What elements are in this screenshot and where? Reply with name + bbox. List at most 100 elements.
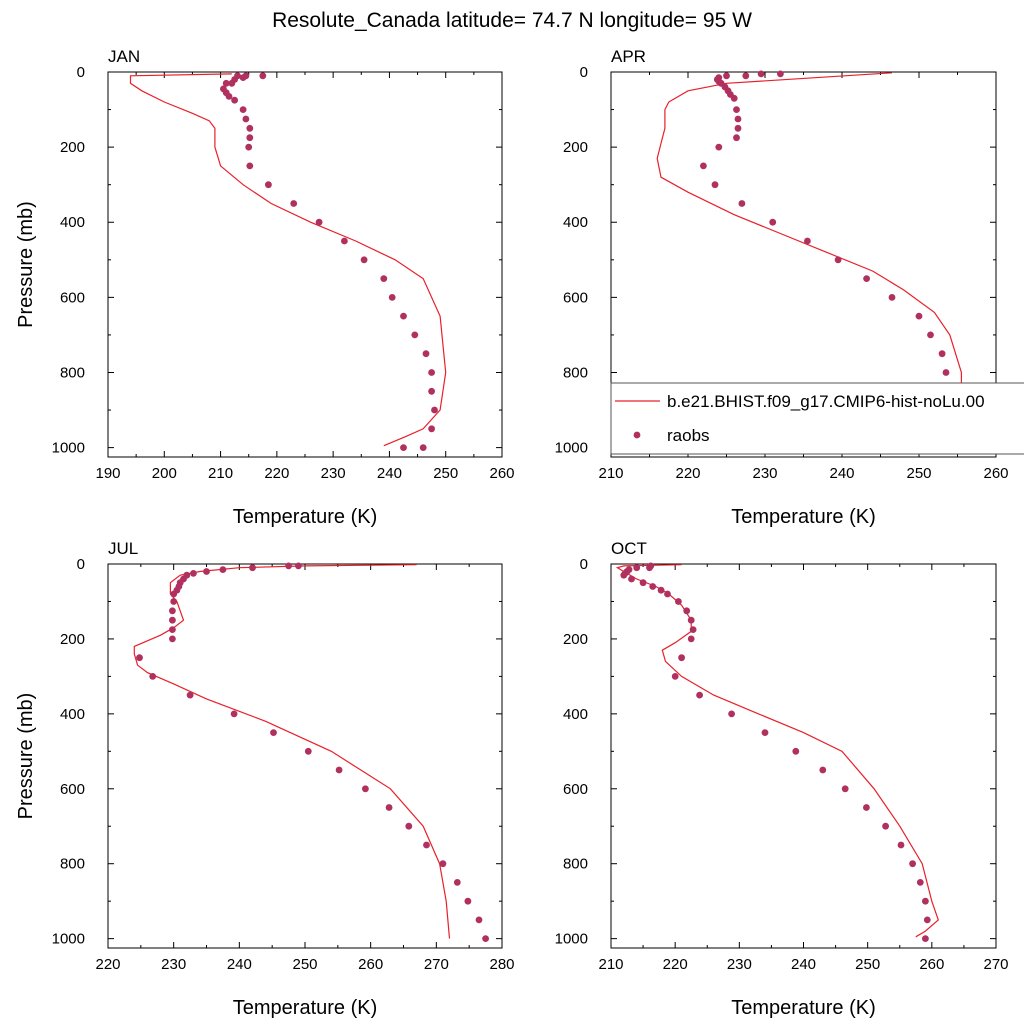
panel-oct: OCT 210 220 230 240 250 260 270 0 200 400 600 800 100… [555,539,1009,1019]
obs-point [942,369,950,376]
obs-point [792,747,800,755]
obs-point [246,134,254,142]
panel-jan: JAN 190 200 210 220 230 240 250 260 0 200 400 600 800… [15,47,515,528]
obs-point [439,860,447,868]
obs-point [916,879,924,886]
obs-point [222,79,230,87]
obs-point [683,607,691,615]
x-tick-label: 230 [752,465,777,482]
y-tick-label: 600 [563,289,588,306]
x-tick-label: 250 [855,956,880,973]
y-tick-label: 200 [60,139,85,156]
obs-point [428,369,435,376]
x-tick-label: 250 [906,465,931,482]
obs-point [675,598,682,605]
obs-point [285,562,292,570]
obs-point [742,72,750,80]
obs-point [923,916,931,924]
x-axis-title: Temperature (K) [731,506,876,528]
y-axis-title: Pressure (mb) [15,201,37,328]
plot-frame [610,563,997,949]
x-tick-label: 260 [358,956,383,973]
obs-point [385,804,393,811]
obs-point [678,654,685,662]
obs-point [689,626,697,633]
obs-point [335,766,343,774]
x-tick-label: 230 [161,956,186,973]
obs-point [927,331,934,339]
obs-point [225,93,233,100]
obs-point [888,294,896,301]
x-tick-label: 220 [663,956,688,973]
obs-point [228,79,236,87]
obs-point [761,729,769,736]
obs-point [646,564,653,572]
x-tick-label: 220 [264,465,289,482]
y-tick-label: 800 [60,364,85,381]
obs-point [230,710,238,718]
obs-point [259,72,267,80]
obs-point [922,935,929,942]
obs-point [231,96,239,104]
obs-point [482,935,489,942]
x-tick-label: 220 [95,956,120,973]
obs-point [186,691,194,699]
obs-point [938,350,946,358]
obs-point [400,312,407,320]
obs-point [431,406,438,414]
x-tick-label: 260 [489,465,514,482]
obs-point [657,586,665,594]
model-line [656,72,963,449]
x-tick-label: 240 [791,956,816,973]
obs-point [475,916,483,924]
obs-point [239,74,247,81]
x-tick-label: 260 [919,956,944,973]
obs-point [428,425,435,433]
y-tick-label: 600 [60,781,85,798]
obs-point [242,115,250,123]
y-tick-label: 1000 [52,931,85,948]
obs-point [909,860,916,868]
obs-point [819,766,827,774]
obs-point [290,200,298,207]
y-tick-label: 0 [580,556,588,573]
x-tick-label: 230 [321,465,346,482]
y-tick-label: 400 [563,706,588,723]
x-axis-title: Temperature (K) [233,506,378,528]
x-tick-label: 210 [598,956,623,973]
panel-label: OCT [611,539,647,558]
obs-point [730,94,738,102]
obs-point [246,124,254,132]
obs-point [270,729,277,736]
y-tick-label: 1000 [555,931,588,948]
x-tick-label: 220 [675,465,700,482]
obs-point [628,575,635,583]
panel-apr: APR 210 220 230 240 250 260 0 200 400 600 800 1000 Te… [555,47,1009,528]
obs-point [380,275,388,282]
obs-point [360,256,368,264]
obs-point [464,897,472,905]
obs-point [757,70,765,78]
legend-box [610,382,1024,455]
obs-point [169,607,176,615]
obs-point [804,237,811,245]
obs-point [769,218,777,226]
obs-point [777,70,784,78]
obs-point [664,590,671,598]
model-line [129,73,447,447]
y-tick-label: 600 [60,289,85,306]
obs-point [915,312,923,320]
x-tick-label: 210 [598,465,623,482]
x-axis-title: Temperature (K) [233,997,378,1019]
obs-point [136,654,143,662]
y-tick-label: 600 [563,781,588,798]
x-tick-label: 230 [727,956,752,973]
y-tick-label: 1000 [52,440,85,457]
y-tick-label: 0 [580,64,588,81]
obs-point [419,444,427,451]
obs-point [841,785,849,793]
obs-point [723,72,730,80]
obs-point [170,598,178,605]
obs-point [315,218,323,226]
